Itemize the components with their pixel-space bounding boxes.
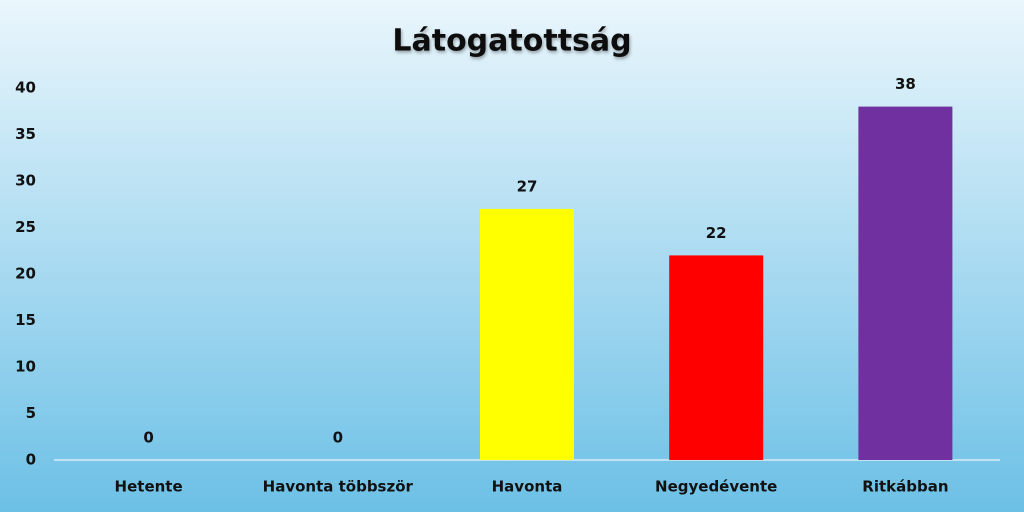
x-tick-label: Hetente bbox=[115, 478, 183, 496]
y-tick-label: 5 bbox=[26, 404, 36, 422]
y-tick-label: 20 bbox=[15, 265, 36, 283]
y-tick-label: 35 bbox=[15, 125, 36, 143]
x-tick-label: Havonta többször bbox=[263, 478, 414, 496]
x-tick-label: Ritkábban bbox=[862, 478, 948, 496]
data-label: 0 bbox=[143, 429, 153, 447]
chart-title: Látogatottság bbox=[392, 24, 631, 59]
y-tick-label: 25 bbox=[15, 218, 36, 236]
data-label: 27 bbox=[517, 177, 538, 195]
y-tick-label: 15 bbox=[15, 311, 36, 329]
x-tick-label: Negyedévente bbox=[655, 478, 777, 496]
y-tick-label: 10 bbox=[15, 358, 36, 376]
data-label: 22 bbox=[706, 224, 727, 242]
y-tick-label: 30 bbox=[15, 172, 36, 190]
y-tick-label: 40 bbox=[15, 79, 36, 97]
bar bbox=[669, 255, 764, 460]
bar bbox=[480, 208, 574, 460]
bar bbox=[858, 106, 953, 460]
x-tick-label: Havonta bbox=[492, 478, 563, 496]
data-label: 0 bbox=[333, 429, 343, 447]
y-tick-label: 0 bbox=[26, 451, 36, 469]
data-label: 38 bbox=[895, 75, 916, 93]
